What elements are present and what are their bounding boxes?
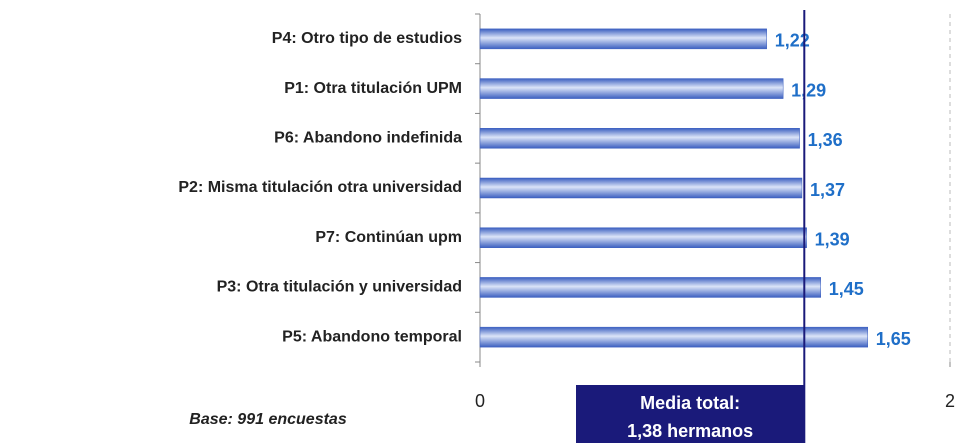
category-label: P3: Otra titulación y universidad	[217, 279, 462, 296]
category-label: P7: Continúan upm	[315, 229, 462, 246]
bar	[479, 227, 807, 248]
x-tick-label: 2	[945, 391, 955, 411]
category-label: P1: Otra titulación UPM	[284, 80, 462, 97]
category-label: P6: Abandono indefinida	[274, 130, 462, 147]
note: Base: 991 encuestas	[189, 411, 347, 428]
value-label: 1,29	[791, 80, 826, 100]
reference-label: 1,38 hermanos	[627, 421, 753, 441]
value-label: 1,45	[829, 279, 864, 299]
value-label: 1,39	[815, 229, 850, 249]
category-label: P4: Otro tipo de estudios	[272, 30, 462, 47]
value-label: 1,37	[810, 180, 845, 200]
value-label: 1,22	[775, 31, 810, 51]
bar	[479, 177, 803, 199]
bar	[479, 28, 767, 50]
x-tick-label: 0	[475, 391, 485, 411]
value-label: 1,36	[808, 130, 843, 150]
bar	[479, 128, 800, 149]
bar	[479, 78, 784, 99]
reference-label: Media total:	[640, 393, 740, 413]
category-label: P5: Abandono temporal	[282, 328, 462, 345]
bar	[479, 326, 868, 348]
reference-box	[576, 385, 805, 443]
category-label: P2: Misma titulación otra universidad	[178, 179, 462, 196]
value-label: 1,65	[876, 329, 911, 349]
bar	[479, 277, 821, 298]
